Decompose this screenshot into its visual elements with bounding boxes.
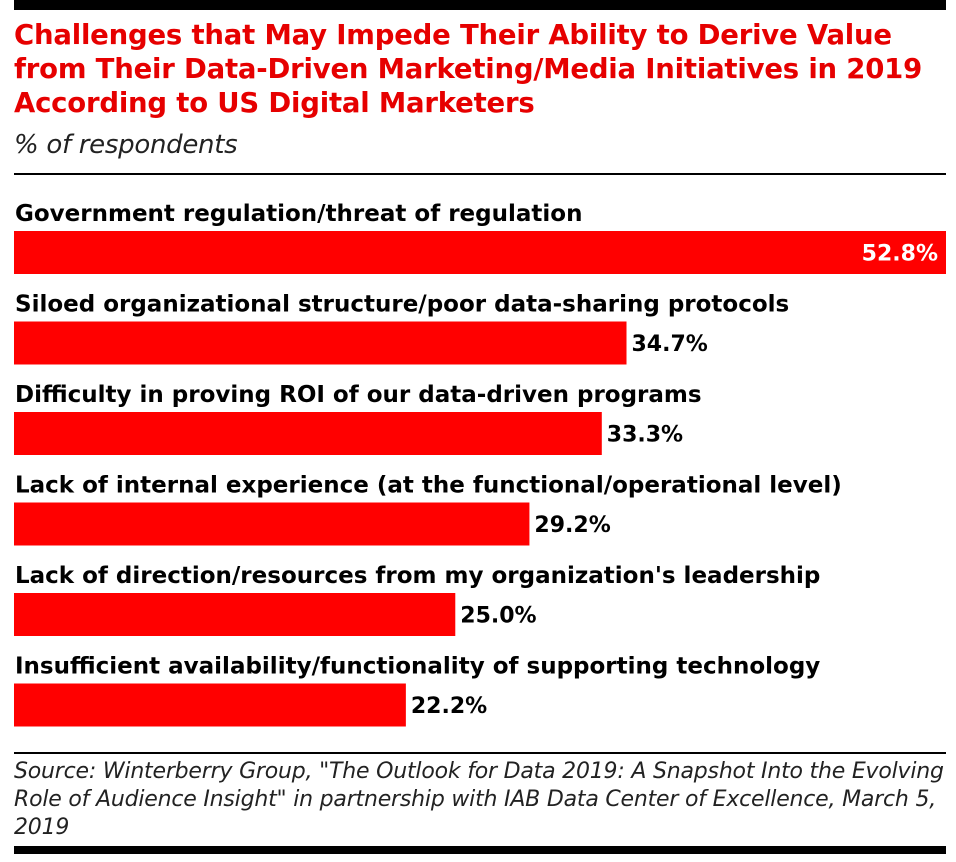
bar (14, 412, 602, 455)
category-label: Insufficient availability/functionality … (15, 654, 820, 680)
chart-title: Challenges that May Impede Their Ability… (14, 19, 923, 119)
bar (14, 321, 627, 365)
category-label: Siloed organizational structure/poor dat… (15, 292, 789, 318)
value-label: 34.7% (632, 332, 708, 357)
category-label: Lack of internal experience (at the func… (15, 473, 842, 499)
chart-subtitle: % of respondents (14, 130, 238, 160)
source-note: Source: Winterberry Group, "The Outlook … (14, 759, 944, 840)
category-label: Lack of direction/resources from my orga… (15, 563, 820, 589)
value-label: 22.2% (411, 694, 487, 719)
bar (14, 231, 946, 274)
bar (14, 683, 406, 727)
top-rule (14, 0, 946, 10)
bar-chart: Government regulation/threat of regulati… (14, 201, 946, 727)
value-label: 29.2% (534, 513, 610, 538)
bottom-rule (14, 846, 946, 854)
category-label: Government regulation/threat of regulati… (15, 201, 582, 227)
bar (14, 593, 456, 636)
value-label: 52.8% (862, 242, 938, 267)
value-label: 33.3% (607, 423, 683, 448)
bar (14, 502, 530, 546)
footer-divider (14, 752, 946, 754)
value-label: 25.0% (460, 604, 536, 629)
header-divider (14, 173, 946, 175)
category-label: Difficulty in proving ROI of our data-dr… (15, 382, 702, 408)
